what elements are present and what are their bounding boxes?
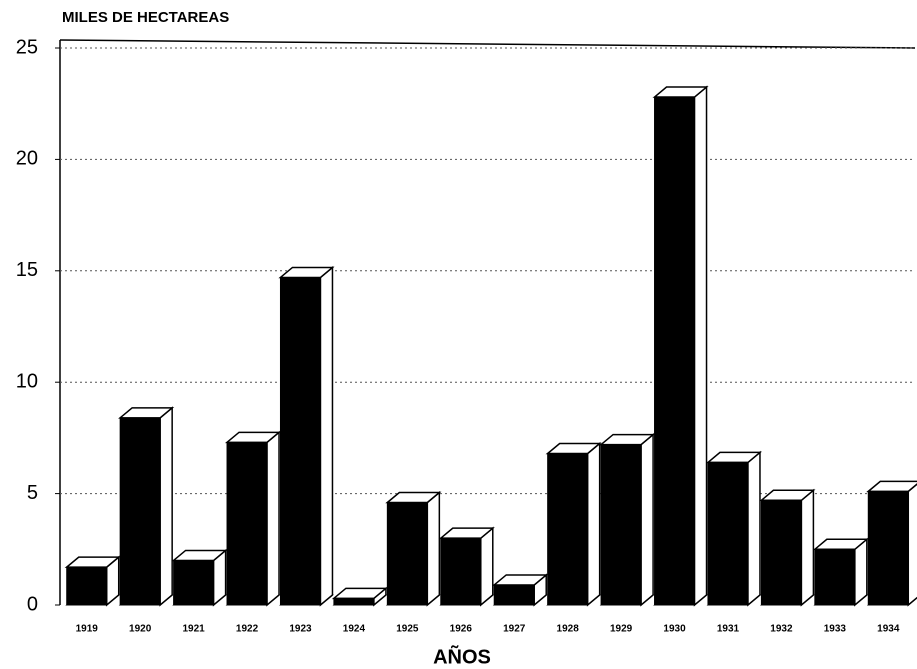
bar-side: [480, 526, 494, 607]
chart-title: MILES DE HECTAREAS: [62, 9, 229, 26]
y-tick-label: 20: [16, 148, 38, 170]
bar: [600, 444, 642, 606]
bar: [119, 417, 161, 606]
bar-side: [693, 85, 708, 607]
x-tick-label: 1931: [717, 624, 740, 635]
y-tick-label: 15: [16, 259, 38, 281]
x-tick-label: 1934: [877, 624, 900, 635]
bar: [814, 548, 856, 606]
x-tick-label: 1932: [770, 624, 793, 635]
bar-side: [266, 430, 280, 607]
bar: [707, 461, 749, 606]
x-tick-label: 1922: [236, 624, 259, 635]
bar-side: [800, 488, 815, 607]
bar: [226, 441, 268, 606]
y-tick-label: 0: [27, 593, 38, 615]
x-tick-label: 1926: [450, 624, 473, 635]
y-tick-label: 25: [16, 36, 38, 58]
x-tick-label: 1933: [824, 624, 847, 635]
bar: [173, 559, 215, 606]
bar-side: [747, 450, 761, 607]
x-tick-label: 1927: [503, 624, 526, 635]
bar-side: [586, 441, 601, 607]
x-tick-label: 1928: [557, 624, 580, 635]
bar: [493, 584, 535, 606]
x-tick-label: 1925: [396, 624, 419, 635]
bar-side: [907, 483, 917, 607]
y-tick-label: 10: [16, 370, 38, 392]
bar: [867, 490, 909, 606]
x-axis-label: AÑOS: [433, 645, 491, 668]
plot-frame-top: [59, 39, 916, 49]
bar: [760, 499, 802, 606]
x-tick-label: 1923: [289, 624, 312, 635]
bar: [333, 597, 375, 606]
bar-side: [319, 265, 334, 607]
bar: [66, 566, 108, 606]
x-tick-label: 1919: [76, 624, 99, 635]
bar-top: [866, 480, 917, 493]
x-tick-label: 1921: [182, 624, 205, 635]
bar-side: [854, 537, 868, 607]
x-tick-label: 1930: [663, 624, 686, 635]
bar-side: [640, 432, 654, 607]
bar: [654, 96, 696, 606]
x-tick-label: 1929: [610, 624, 633, 635]
bar: [386, 502, 428, 606]
bar-side: [159, 406, 173, 607]
y-tick-label: 5: [27, 482, 38, 504]
bar: [547, 452, 589, 606]
x-tick-label: 1920: [129, 624, 152, 635]
bar-side: [426, 490, 441, 607]
x-tick-label: 1924: [343, 624, 366, 635]
bar: [279, 276, 321, 606]
bar: [440, 537, 482, 606]
